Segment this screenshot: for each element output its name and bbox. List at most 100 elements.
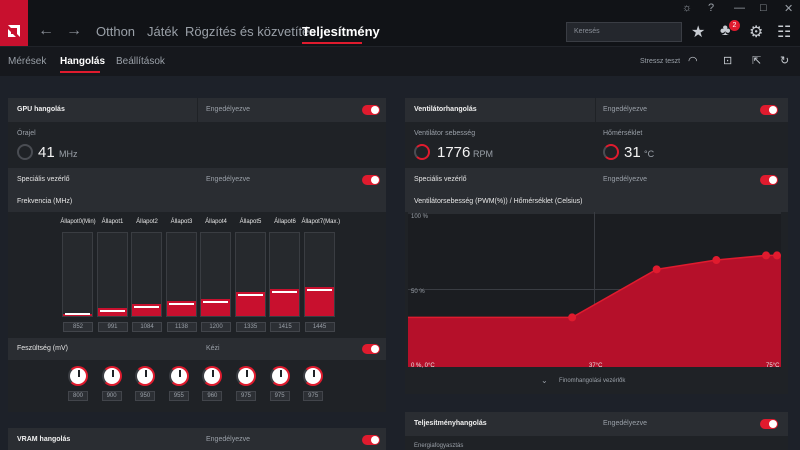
voltage-input[interactable]: 975 (269, 391, 290, 401)
gpu-tuning-toggle[interactable] (362, 105, 380, 115)
fan-tuning-toggle[interactable] (760, 105, 778, 115)
state-frequency-input[interactable]: 1200 (201, 322, 231, 332)
voltage-knob[interactable] (168, 366, 189, 386)
fan-curve-point[interactable] (773, 251, 781, 260)
voltage-input[interactable]: 950 (135, 391, 156, 401)
close-icon[interactable]: ✕ (784, 3, 794, 15)
fan-curve-chart[interactable] (408, 212, 781, 367)
state-level-handle[interactable] (203, 301, 228, 303)
y-axis-mid-label: 50 % (411, 289, 425, 295)
bug-icon[interactable]: ☼ (682, 2, 693, 14)
state-level-handle[interactable] (65, 313, 90, 315)
forward-arrow-icon[interactable]: → (66, 22, 82, 39)
voltage-knob[interactable] (101, 366, 122, 386)
perf-tuning-status: Engedélyezve (603, 420, 647, 427)
voltage-knob[interactable] (269, 366, 290, 386)
fan-adv-control-label: Speciális vezérlő (414, 176, 467, 183)
temperature-label: Hőmérséklet (603, 130, 643, 137)
frequency-row (8, 192, 386, 212)
state-frequency-input[interactable]: 1445 (304, 322, 335, 332)
search-input[interactable]: Keresés (566, 22, 682, 42)
help-icon[interactable]: ? (708, 2, 715, 14)
state-frequency-input[interactable]: 852 (63, 322, 93, 332)
chevron-down-icon[interactable]: ⌄ (541, 376, 548, 385)
sub-tab-tuning[interactable]: Hangolás (60, 56, 106, 67)
y-axis-top-label: 100 % (411, 214, 429, 220)
state-level-fill (63, 314, 92, 316)
state-slider[interactable] (131, 232, 162, 317)
state-level-fill (97, 308, 127, 316)
reset-icon[interactable]: ↻ (780, 55, 790, 67)
fan-curve-point[interactable] (652, 265, 661, 274)
state-level-handle[interactable] (237, 294, 263, 296)
vram-tuning-toggle[interactable] (362, 435, 380, 445)
state-frequency-input[interactable]: 1138 (166, 322, 197, 332)
clock-value: 41 (38, 144, 55, 161)
voltage-knob[interactable] (68, 366, 88, 386)
voltage-input[interactable]: 800 (68, 391, 88, 401)
nav-tab-performance[interactable]: Teljesítmény (302, 24, 380, 39)
vram-tuning-title: VRAM hangolás (17, 436, 71, 443)
voltage-toggle[interactable] (362, 344, 380, 354)
state-label: Állapot3 (170, 219, 193, 225)
state-slider[interactable] (303, 232, 335, 317)
state-slider[interactable] (200, 232, 231, 317)
nav-tab-record-stream[interactable]: Rögzítés és közvetítés (185, 24, 316, 39)
perf-tuning-toggle[interactable] (760, 419, 778, 429)
voltage-input[interactable]: 975 (236, 391, 256, 401)
gear-icon[interactable]: ⚙ (749, 24, 764, 41)
fan-speed-gauge-icon (414, 144, 430, 160)
bell-icon[interactable]: ♣ (720, 22, 731, 39)
import-icon[interactable]: ⊡ (723, 55, 733, 67)
state-level-fill (304, 287, 334, 316)
fan-curve-point[interactable] (568, 313, 577, 322)
fan-curve-area (408, 255, 781, 367)
voltage-input[interactable]: 960 (202, 391, 223, 401)
fan-adv-control-row (405, 168, 788, 192)
voltage-knob[interactable] (202, 366, 223, 386)
state-slider[interactable] (96, 232, 128, 317)
fan-adv-control-toggle[interactable] (760, 175, 778, 185)
back-arrow-icon[interactable]: ← (38, 22, 54, 39)
nav-tab-gaming[interactable]: Játék (147, 24, 179, 39)
state-slider[interactable] (269, 232, 300, 317)
sub-navigation (0, 46, 800, 76)
state-frequency-input[interactable]: 991 (97, 322, 128, 332)
grid-icon[interactable]: ☷ (777, 24, 792, 41)
voltage-input[interactable]: 955 (168, 391, 189, 401)
state-slider[interactable] (165, 232, 197, 317)
state-level-handle[interactable] (134, 306, 159, 308)
sub-tab-settings[interactable]: Beállítások (116, 56, 165, 67)
state-slider[interactable] (62, 232, 93, 317)
voltage-knob[interactable] (135, 366, 156, 386)
stress-test-label[interactable]: Stressz teszt (640, 58, 681, 65)
state-frequency-input[interactable]: 1084 (132, 322, 162, 332)
state-frequency-input[interactable]: 1415 (270, 322, 300, 332)
state-level-handle[interactable] (168, 303, 194, 305)
state-level-handle[interactable] (272, 291, 297, 293)
notification-badge: 2 (729, 20, 740, 31)
state-label: Állapot0(Min) (60, 219, 96, 225)
state-frequency-input[interactable]: 1335 (235, 322, 266, 332)
clock-gauge-icon (17, 144, 33, 160)
state-level-handle[interactable] (306, 289, 332, 291)
voltage-knob[interactable] (236, 366, 256, 386)
divider (595, 98, 596, 122)
voltage-input[interactable]: 900 (101, 391, 122, 401)
fine-tuning-controls-link[interactable]: Finomhangolási vezérlők (559, 378, 626, 384)
minimize-icon[interactable]: — (734, 2, 745, 14)
gauge-icon[interactable]: ◠ (688, 55, 698, 67)
state-label: Állapot4 (205, 219, 227, 225)
sub-tab-metrics[interactable]: Mérések (8, 56, 47, 67)
star-icon[interactable]: ★ (691, 24, 706, 41)
state-slider[interactable] (234, 232, 266, 317)
state-level-handle[interactable] (99, 310, 125, 312)
fan-curve-point[interactable] (762, 251, 771, 260)
fan-curve-point[interactable] (712, 256, 721, 265)
voltage-input[interactable]: 975 (303, 391, 324, 401)
gpu-adv-control-toggle[interactable] (362, 175, 380, 185)
voltage-knob[interactable] (303, 366, 324, 386)
nav-tab-home[interactable]: Otthon (96, 24, 136, 39)
maximize-icon[interactable]: □ (760, 2, 767, 14)
export-icon[interactable]: ⇱ (752, 55, 762, 67)
